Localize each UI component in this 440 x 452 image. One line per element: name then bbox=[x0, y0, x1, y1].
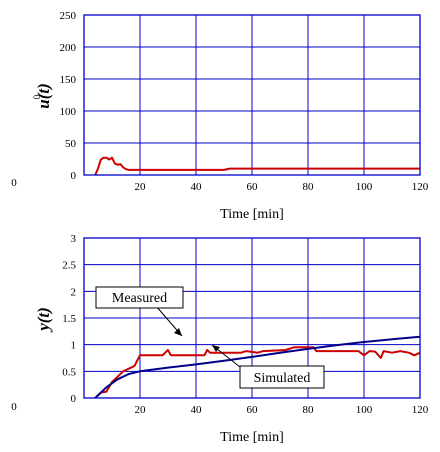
top-line-series-0 bbox=[94, 156, 420, 176]
bottom-y-tick-label: 2.5 bbox=[62, 260, 76, 272]
top-left-tick: 0 bbox=[11, 177, 17, 189]
bottom-y-tick-label: 0.5 bbox=[62, 366, 76, 378]
bottom-x-tick-label: 100 bbox=[356, 404, 373, 416]
bottom-x-axis-title: Time [min] bbox=[220, 430, 284, 445]
annotation-simulated: Simulated bbox=[211, 344, 325, 389]
top-y-tick-label: 250 bbox=[60, 10, 77, 22]
bottom-line-measured bbox=[94, 346, 421, 399]
top-y-tick-label: 150 bbox=[60, 74, 77, 86]
top-y-axis-superscript: 0 bbox=[32, 94, 42, 99]
chart-top: 20 40 60 80 100 120 0 50 100 150 200 250 0 Time [mi… bbox=[11, 10, 429, 222]
top-x-axis-title: Time [min] bbox=[220, 207, 284, 222]
annotation-measured-label: Measured bbox=[112, 291, 167, 306]
bottom-x-tick-label: 80 bbox=[303, 404, 315, 416]
top-y-tick-label: 50 bbox=[65, 138, 77, 150]
bottom-y-tick-label: 1.5 bbox=[62, 313, 76, 325]
annotation-measured-arrowhead bbox=[174, 328, 182, 336]
top-y-tick-label: 0 bbox=[71, 170, 77, 182]
annotation-measured-box bbox=[95, 286, 184, 309]
chart-bottom: 20 40 60 80 100 120 0 0.5 1 1.5 2 2.5 3 0 Time [min]… bbox=[11, 233, 429, 445]
annotation-simulated-box bbox=[239, 365, 325, 389]
top-plot-frame bbox=[83, 14, 421, 176]
top-x-tick-label: 40 bbox=[191, 181, 203, 193]
top-y-tick-label: 200 bbox=[60, 42, 77, 54]
bottom-x-tick-label: 120 bbox=[412, 404, 429, 416]
top-x-tick-label: 60 bbox=[247, 181, 259, 193]
top-x-tick-label: 120 bbox=[412, 181, 429, 193]
bottom-ticks: 20 40 60 80 100 120 0 0.5 1 1.5 2 2.5 3 bbox=[62, 233, 429, 416]
bottom-line-simulated bbox=[94, 335, 421, 399]
bottom-y-tick-label: 1 bbox=[71, 340, 77, 352]
bottom-y-axis-title: y(t) bbox=[34, 307, 53, 333]
top-series bbox=[94, 156, 420, 176]
top-x-tick-label: 20 bbox=[135, 181, 147, 193]
top-x-tick-label: 100 bbox=[356, 181, 373, 193]
bottom-left-tick: 0 bbox=[11, 401, 17, 413]
bottom-x-tick-label: 20 bbox=[135, 404, 147, 416]
top-grid bbox=[84, 15, 420, 175]
annotation-simulated-label: Simulated bbox=[254, 371, 311, 386]
bottom-y-tick-label: 0 bbox=[71, 393, 77, 405]
top-x-tick-label: 80 bbox=[303, 181, 315, 193]
bottom-series bbox=[94, 335, 421, 399]
annotation-simulated-arrowhead bbox=[212, 345, 220, 352]
bottom-y-tick-label: 2 bbox=[71, 286, 77, 298]
top-y-axis-title: u(t) bbox=[34, 83, 53, 109]
top-ticks: 20 40 60 80 100 120 0 50 100 150 200 250 bbox=[60, 10, 429, 193]
bottom-y-tick-label: 3 bbox=[71, 233, 77, 245]
top-y-tick-label: 100 bbox=[60, 106, 77, 118]
bottom-x-tick-label: 40 bbox=[191, 404, 203, 416]
bottom-plot-frame bbox=[83, 237, 421, 399]
annotation-measured: Measured bbox=[95, 286, 184, 337]
bottom-x-tick-label: 60 bbox=[247, 404, 259, 416]
